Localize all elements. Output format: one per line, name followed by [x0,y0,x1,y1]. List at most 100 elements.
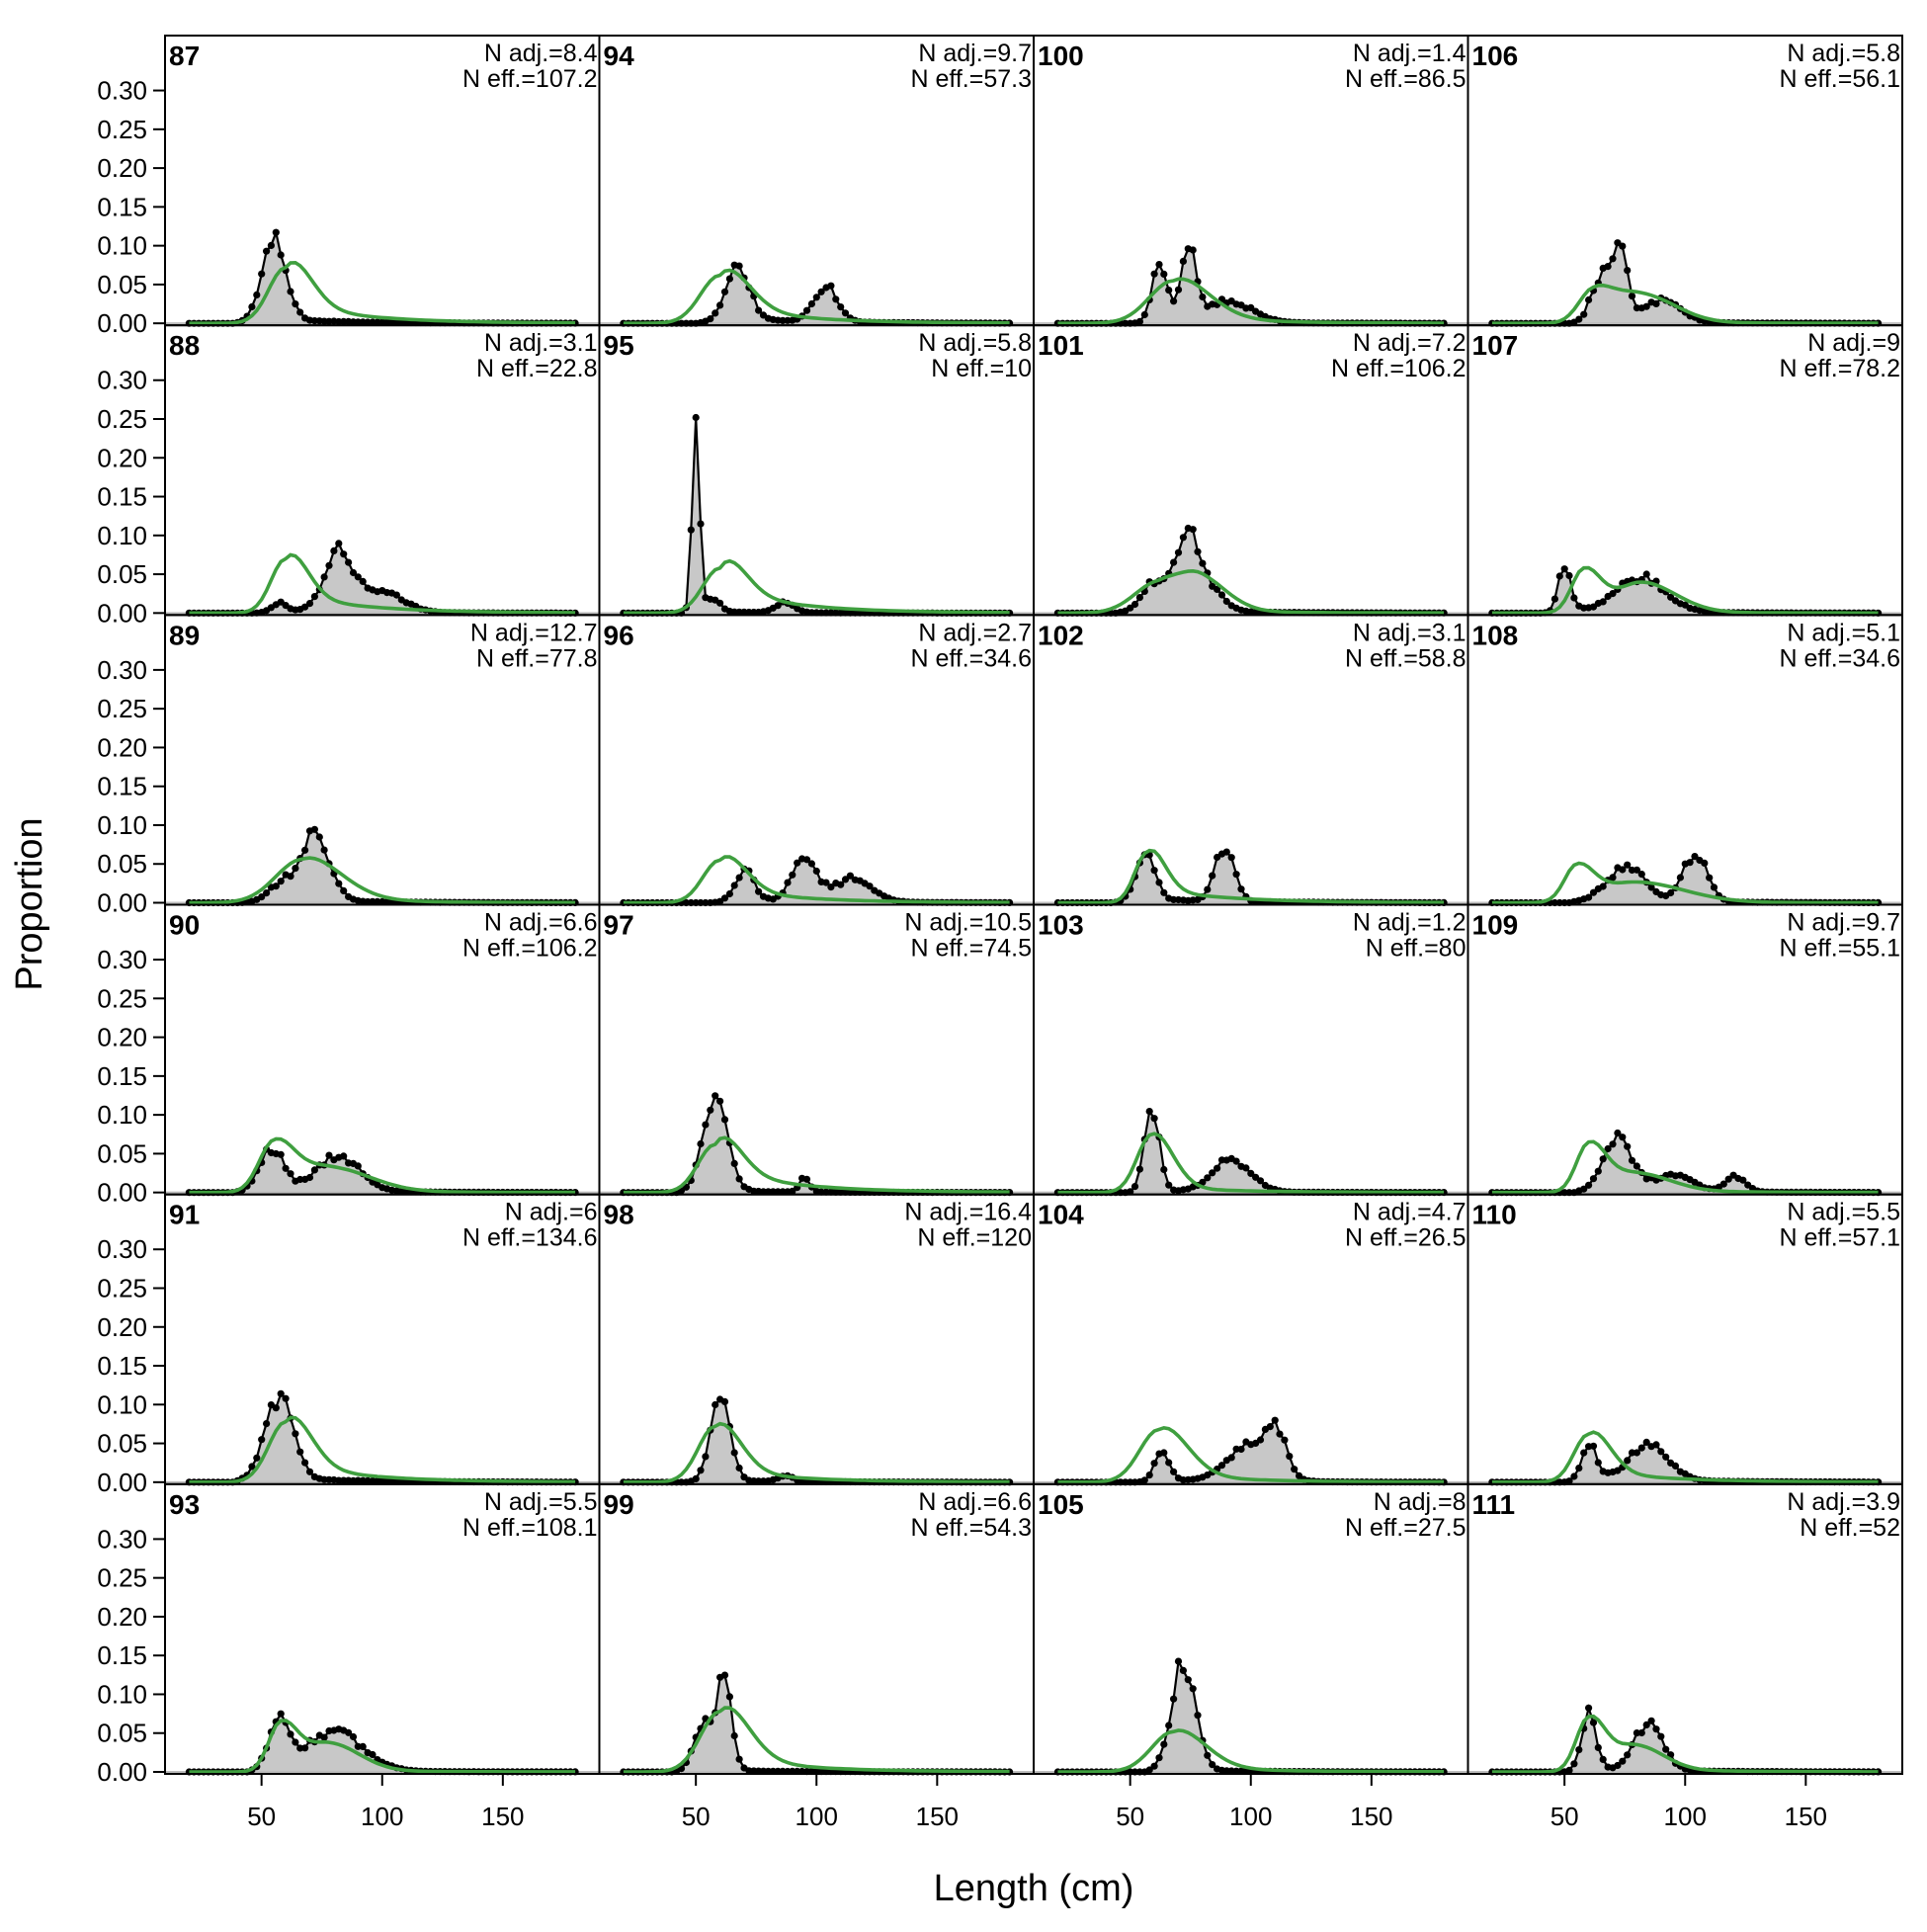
panel-93: 93 N adj.=5.5N eff.=108.1 [164,1482,601,1776]
observed-point [1155,879,1163,886]
observed-point [1222,597,1230,606]
n-eff-label: N eff.=34.6 [1779,644,1900,672]
observed-point [1256,1177,1265,1185]
y-tick-label: 0.00 [97,888,147,918]
observed-point [841,309,850,317]
observed-point [1276,1430,1284,1438]
observed-point [349,568,358,577]
x-tick-label: 100 [796,1802,838,1831]
observed-point [258,270,266,278]
y-tick-label: 0.30 [97,1524,147,1554]
n-adj-label: N adj.=8 [1374,1488,1466,1516]
observed-point [1585,295,1593,304]
expected-line [1491,1139,1879,1195]
observed-point [735,874,743,882]
observed-point [1135,317,1143,325]
observed-point [305,1468,314,1475]
x-tick-label: 100 [1664,1802,1707,1831]
observed-point [1594,1459,1602,1467]
observed-point [802,306,811,314]
observed-point [335,880,343,887]
observed-point [725,889,734,898]
observed-point [335,540,343,547]
x-tick-label: 150 [916,1802,959,1831]
observed-point [1628,293,1636,300]
observed-point [345,558,353,566]
expected-line [623,855,1010,905]
observed-point [1652,1725,1660,1733]
panel-109: 109 N adj.=9.7N eff.=55.1 [1466,903,1903,1197]
observed-point [1619,866,1627,874]
observed-point [1160,1740,1168,1748]
x-tick-label: 150 [481,1802,524,1831]
observed-point [817,288,825,295]
observed-point [320,573,328,581]
observed-point [1575,315,1583,323]
expected-line [1491,565,1879,616]
observed-point [832,295,840,303]
observed-point [1170,558,1178,566]
x-tick-label: 150 [1350,1802,1392,1831]
observed-area [189,543,576,614]
n-eff-label: N eff.=52 [1800,1514,1900,1542]
observed-point [1242,1164,1250,1172]
n-adj-label: N adj.=7.2 [1353,329,1466,357]
n-adj-label: N adj.=8.4 [484,40,598,67]
observed-point [1667,888,1675,897]
observed-point [1174,548,1183,556]
observed-point [1724,1175,1732,1183]
observed-point [1170,297,1178,305]
observed-point [1614,1761,1622,1770]
observed-point [697,520,705,528]
expected-line [1057,848,1445,905]
observed-point [774,602,782,610]
observed-point [1642,1721,1650,1728]
observed-point [1209,872,1216,880]
observed-point [1209,1169,1216,1177]
observed-point [1624,861,1632,869]
observed-point [1209,1761,1216,1769]
observed-area [623,1675,1010,1772]
observed-point [1589,888,1598,896]
observed-point [340,886,348,895]
observed-point [794,859,801,867]
panel-108: 108 N adj.=5.1N eff.=34.6 [1466,614,1903,907]
x-tick-label: 100 [361,1802,403,1831]
y-tick-label: 0.10 [97,1389,147,1419]
observed-point [1131,1183,1139,1191]
observed-point [697,1139,705,1148]
n-eff-label: N eff.=26.5 [1345,1224,1466,1252]
y-tick-label: 0.20 [97,153,147,183]
observed-point [1179,534,1187,542]
panel-label: 104 [1038,1200,1084,1230]
observed-area [189,1393,576,1482]
observed-point [1637,871,1645,879]
observed-point [359,577,367,586]
n-eff-label: N eff.=54.3 [910,1514,1032,1542]
observed-point [1599,1755,1607,1763]
expected-line [189,856,576,905]
observed-point [716,599,724,607]
y-tick-label: 0.20 [97,732,147,762]
observed-point [1594,1743,1602,1751]
observed-point [1179,257,1187,265]
y-tick-label: 0.20 [97,1602,147,1632]
observed-point [702,1121,710,1129]
observed-point [1150,867,1158,875]
observed-point [310,1166,318,1174]
observed-point [325,1151,333,1159]
n-eff-label: N eff.=57.1 [1779,1224,1900,1252]
observed-point [1555,572,1563,580]
observed-point [692,413,700,422]
observed-point [807,299,816,308]
y-tick-label: 0.30 [97,655,147,685]
observed-point [345,1728,353,1736]
observed-point [1657,1448,1665,1456]
observed-point [827,282,835,290]
observed-point [1160,888,1168,896]
n-eff-label: N eff.=34.6 [910,644,1032,672]
expected-line [189,260,576,325]
y-tick-label: 0.00 [97,598,147,628]
observed-point [837,881,845,888]
observed-point [1565,1766,1573,1774]
